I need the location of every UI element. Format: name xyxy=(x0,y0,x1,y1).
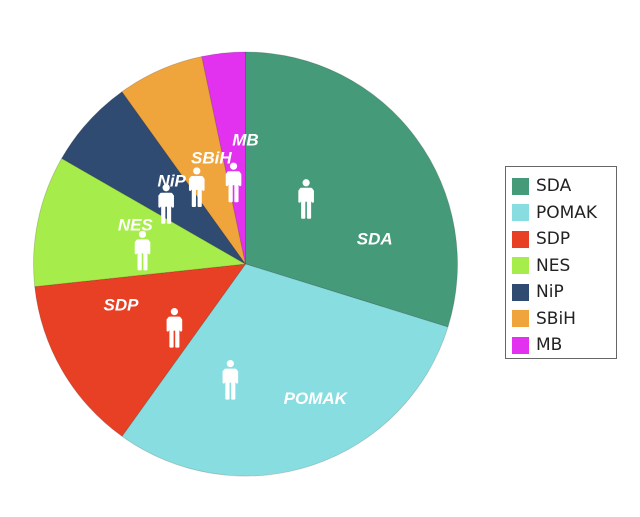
legend-item-nes[interactable]: NES xyxy=(512,253,616,280)
slice-label-nip: NiP xyxy=(158,172,187,191)
legend-label: POMAK xyxy=(536,202,598,223)
legend-label: MB xyxy=(536,335,563,356)
slice-label-sda: SDA xyxy=(357,229,393,248)
legend-swatch xyxy=(512,283,529,301)
slice-label-sdp: SDP xyxy=(103,296,139,315)
legend-label: SBiH xyxy=(536,308,576,329)
legend-swatch xyxy=(512,257,529,275)
legend-swatch xyxy=(512,310,529,328)
legend-item-sda[interactable]: SDA xyxy=(512,173,616,200)
legend-item-mb[interactable]: MB xyxy=(512,332,616,359)
person-icon xyxy=(222,360,239,400)
person-icon xyxy=(188,167,205,207)
legend-label: SDP xyxy=(536,229,571,250)
legend-swatch xyxy=(512,230,529,248)
pie-slice-sda[interactable] xyxy=(245,51,458,328)
person-icon xyxy=(158,184,174,224)
slice-label-pomak: POMAK xyxy=(284,389,349,408)
pie-slice-pomak[interactable] xyxy=(121,263,449,477)
slice-icons xyxy=(134,162,314,400)
legend-item-pomak[interactable]: POMAK xyxy=(512,200,616,227)
person-icon xyxy=(225,162,242,203)
legend-item-nip[interactable]: NiP xyxy=(512,279,616,306)
slice-label-mb: MB xyxy=(232,131,258,150)
legend-swatch xyxy=(512,204,529,222)
legend-swatch xyxy=(512,336,529,354)
slice-label-nes: NES xyxy=(118,215,154,234)
legend: SDA POMAK SDP NES NiP SBiH MB xyxy=(505,166,617,359)
legend-label: SDA xyxy=(536,176,572,197)
legend-label: NES xyxy=(536,255,571,276)
legend-swatch xyxy=(512,177,529,195)
legend-item-sbih[interactable]: SBiH xyxy=(512,306,616,333)
pie-slice-sbih[interactable] xyxy=(121,56,246,265)
person-icon xyxy=(298,179,314,219)
pie-slice-sdp[interactable] xyxy=(34,263,247,437)
pie-slice-nip[interactable] xyxy=(61,91,246,265)
pie-slice-nes[interactable] xyxy=(33,157,247,288)
legend-label: NiP xyxy=(536,282,564,303)
slice-label-sbih: SBiH xyxy=(191,149,232,168)
legend-item-sdp[interactable]: SDP xyxy=(512,226,616,253)
person-icon xyxy=(134,230,151,271)
pie-slice-mb[interactable] xyxy=(201,51,246,265)
person-icon xyxy=(166,308,183,348)
pie-slices xyxy=(33,51,458,477)
